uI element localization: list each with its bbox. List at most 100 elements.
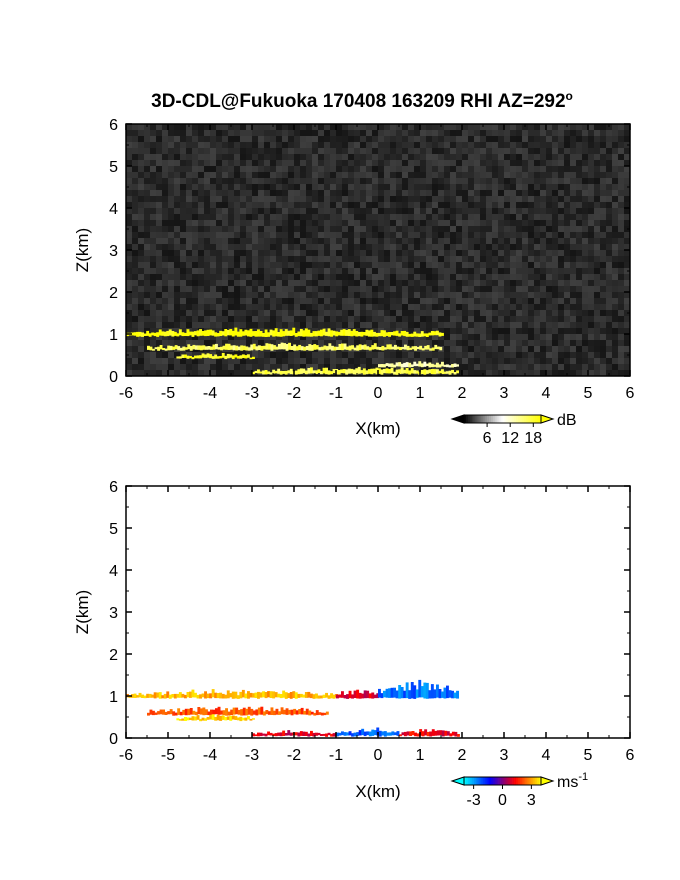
data-cell xyxy=(279,370,283,375)
data-cell xyxy=(366,346,370,350)
data-cell xyxy=(421,348,425,351)
data-cell xyxy=(388,332,391,337)
data-cell xyxy=(242,345,246,351)
data-cell xyxy=(227,711,231,716)
data-cell xyxy=(438,364,442,368)
data-cell xyxy=(410,368,414,374)
data-cell xyxy=(433,689,437,699)
data-cell xyxy=(391,731,395,736)
data-cell xyxy=(189,346,193,351)
data-cell xyxy=(340,369,344,374)
data-cell xyxy=(312,370,316,374)
data-cell xyxy=(341,731,344,736)
x-axis-ticks: -6 -5 -4 -3 -2 -1 0 1 2 3 4 5 6 xyxy=(119,124,635,402)
data-cell xyxy=(400,367,404,374)
data-cell xyxy=(385,368,389,374)
data-cell xyxy=(289,732,293,736)
data-cell xyxy=(209,693,213,699)
data-cell xyxy=(446,364,449,368)
data-cell xyxy=(436,330,439,336)
y-tick-label: 0 xyxy=(109,369,118,386)
colorbar-tick-label: 12 xyxy=(501,430,519,447)
data-cell xyxy=(400,687,404,699)
data-cell xyxy=(284,692,288,699)
data-cell xyxy=(204,330,207,337)
x-axis-label: X(km) xyxy=(355,419,400,438)
data-cell xyxy=(164,348,168,351)
data-cell xyxy=(158,329,162,336)
data-cell xyxy=(254,331,258,337)
x-tick-label: -5 xyxy=(161,385,175,402)
data-cell xyxy=(146,693,150,698)
x-tick-label: 2 xyxy=(458,385,467,402)
data-cell xyxy=(199,345,203,351)
data-cell xyxy=(239,716,243,722)
data-cell xyxy=(299,329,303,337)
data-cell xyxy=(173,693,177,699)
data-cell xyxy=(418,333,422,337)
data-cell xyxy=(211,330,215,336)
data-cell xyxy=(441,730,445,737)
data-cell xyxy=(298,709,302,715)
data-cell xyxy=(250,344,254,351)
data-cell xyxy=(196,694,200,699)
data-cell xyxy=(343,695,347,699)
data-cell xyxy=(375,367,379,375)
data-cell xyxy=(255,346,259,351)
data-cell xyxy=(236,331,240,337)
data-cell xyxy=(408,690,412,699)
data-cell xyxy=(283,709,286,715)
data-cell xyxy=(209,714,213,720)
data-cell xyxy=(289,330,293,336)
x-tick-label: 2 xyxy=(458,747,467,764)
data-cell xyxy=(425,682,429,699)
y-axis-ticks: 0 1 2 3 4 5 6 xyxy=(109,117,630,386)
data-cell xyxy=(423,369,427,375)
data-cell xyxy=(247,330,250,337)
data-cell xyxy=(240,709,244,716)
data-cell xyxy=(184,332,187,336)
data-cell xyxy=(192,344,196,350)
data-cell xyxy=(410,364,414,368)
data-cell xyxy=(378,688,381,698)
data-cell xyxy=(240,345,244,351)
data-cell xyxy=(257,329,260,337)
data-cell xyxy=(249,357,253,360)
data-cell xyxy=(181,718,185,721)
data-cell xyxy=(204,691,207,699)
data-cell xyxy=(172,346,176,350)
data-cell xyxy=(313,344,317,350)
data-cell xyxy=(394,344,397,350)
y-tick-label: 1 xyxy=(109,327,118,344)
colorbar-tick-label: 6 xyxy=(483,430,492,447)
data-cell xyxy=(428,369,432,374)
data-cell xyxy=(269,329,273,336)
data-cell xyxy=(368,347,372,351)
colorbar-tick-label: -3 xyxy=(467,792,481,809)
data-cell xyxy=(410,333,414,337)
data-cell xyxy=(361,693,365,699)
data-cell xyxy=(284,329,288,336)
data-cell xyxy=(304,328,308,337)
x-tick-label: -1 xyxy=(329,385,343,402)
x-tick-label: -2 xyxy=(287,385,301,402)
data-cell xyxy=(141,332,144,337)
data-cell xyxy=(453,372,457,375)
data-cell xyxy=(184,694,187,699)
data-cell xyxy=(197,345,201,350)
data-cell xyxy=(302,330,306,337)
data-cell xyxy=(169,709,173,715)
data-cell xyxy=(215,708,218,715)
data-cell xyxy=(415,333,419,337)
data-cell xyxy=(307,691,311,698)
data-cell xyxy=(260,706,264,715)
data-cell xyxy=(211,356,215,359)
data-cell xyxy=(426,731,430,737)
data-cell xyxy=(386,344,390,350)
data-cell xyxy=(199,355,202,359)
data-cell xyxy=(221,352,225,358)
x-tick-label: 1 xyxy=(416,747,425,764)
data-cell xyxy=(191,331,195,337)
data-cell xyxy=(310,367,313,374)
data-cell xyxy=(396,731,400,736)
